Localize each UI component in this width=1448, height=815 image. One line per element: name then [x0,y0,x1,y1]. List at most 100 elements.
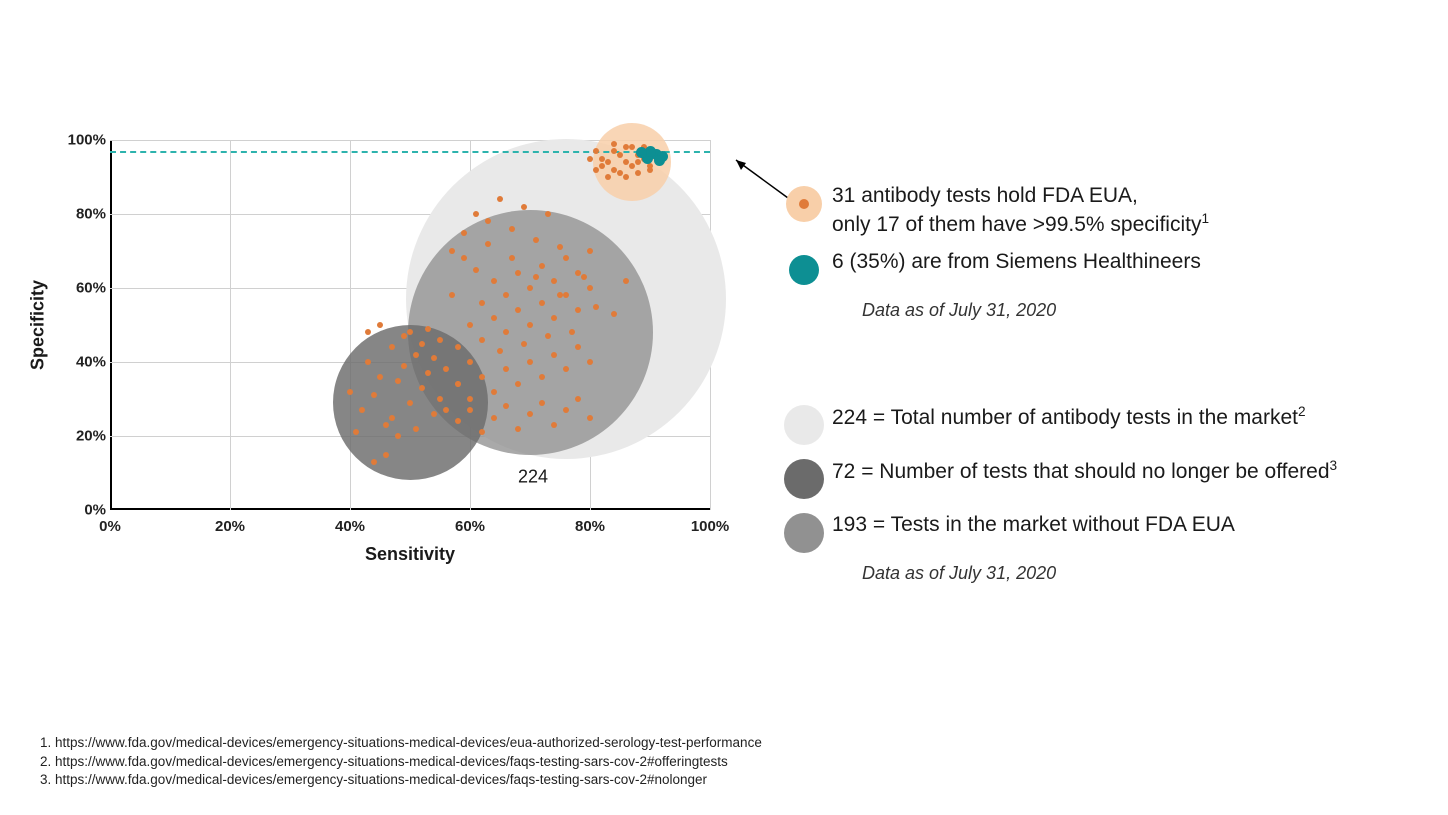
legend-row-total-market: 224 = Total number of antibody tests in … [780,401,1400,449]
scatter-dot [623,174,629,180]
plot: 0%20%40%60%80%100%0%20%40%60%80%100%Sens… [110,140,710,510]
legend-text: 224 = Total number of antibody tests in … [832,401,1306,432]
scatter-dot [491,415,497,421]
scatter-dot [605,174,611,180]
scatter-dot [551,422,557,428]
scatter-dot [581,274,587,280]
x-tick-label: 80% [575,518,605,535]
scatter-dot [413,352,419,358]
scatter-dot [389,415,395,421]
scatter-dot [479,374,485,380]
legend-text: 193 = Tests in the market without FDA EU… [832,509,1235,539]
scatter-dot [383,452,389,458]
legend-swatch [780,509,828,557]
scatter-dot [467,322,473,328]
scatter-dot [491,389,497,395]
x-tick-label: 100% [691,518,729,535]
y-tick-label: 80% [66,206,106,223]
scatter-dot [437,396,443,402]
scatter-dot [629,163,635,169]
legend-row-eua-tests: 31 antibody tests hold FDA EUA,only 17 o… [780,180,1400,240]
bubble-count-label: 224 [518,466,548,487]
scatter-dot [395,378,401,384]
scatter-dot [383,422,389,428]
footnote-2: 2. https://www.fda.gov/medical-devices/e… [40,753,762,771]
scatter-dot [587,415,593,421]
scatter-dot [521,204,527,210]
scatter-dot [611,311,617,317]
y-tick-label: 100% [66,132,106,149]
scatter-dot [461,230,467,236]
legend-swatch [780,180,828,228]
scatter-dot [473,211,479,217]
scatter-dot [617,152,623,158]
scatter-dot [377,374,383,380]
scatter-dot [636,147,647,158]
scatter-dot [395,433,401,439]
scatter-dot [587,285,593,291]
scatter-dot [491,278,497,284]
scatter-dot [527,285,533,291]
scatter-dot [599,163,605,169]
scatter-dot [611,141,617,147]
x-tick-label: 40% [335,518,365,535]
legend-text: 72 = Number of tests that should no long… [832,455,1337,486]
scatter-dot [647,167,653,173]
scatter-dot [467,359,473,365]
x-axis-line [110,508,710,510]
scatter-dot [431,411,437,417]
legend-note-1: Data as of July 31, 2020 [862,300,1400,321]
scatter-dot [551,315,557,321]
y-axis-label: Specificity [28,280,49,370]
footnote-1: 1. https://www.fda.gov/medical-devices/e… [40,734,762,752]
scatter-dot [401,363,407,369]
x-tick-label: 0% [99,518,121,535]
scatter-dot [545,211,551,217]
x-tick-label: 20% [215,518,245,535]
legend-row-siemens: 6 (35%) are from Siemens Healthineers [780,246,1400,294]
scatter-dot [413,426,419,432]
scatter-dot [533,274,539,280]
legend: 31 antibody tests hold FDA EUA,only 17 o… [780,180,1400,608]
scatter-dot [449,248,455,254]
gridline-v [350,140,351,510]
scatter-dot [473,267,479,273]
scatter-dot [527,322,533,328]
scatter-dot [593,304,599,310]
scatter-dot [407,400,413,406]
legend-note-2: Data as of July 31, 2020 [862,563,1400,584]
y-tick-label: 0% [66,502,106,519]
scatter-dot [365,359,371,365]
scatter-dot [623,278,629,284]
footnotes: 1. https://www.fda.gov/medical-devices/e… [40,734,762,789]
scatter-dot [467,396,473,402]
legend-row-no-eua: 193 = Tests in the market without FDA EU… [780,509,1400,557]
scatter-dot [497,348,503,354]
y-tick-label: 40% [66,354,106,371]
scatter-dot [425,326,431,332]
scatter-dot [419,341,425,347]
scatter-dot [515,426,521,432]
scatter-dot [485,241,491,247]
scatter-dot [539,400,545,406]
page-root: { "chart": { "type": "scatter-bubble", "… [0,0,1448,815]
scatter-dot [527,359,533,365]
scatter-dot [654,155,665,166]
scatter-dot [539,374,545,380]
x-tick-label: 60% [455,518,485,535]
scatter-dot [479,300,485,306]
scatter-dot [539,263,545,269]
y-axis-line [110,140,112,510]
legend-text: 31 antibody tests hold FDA EUA,only 17 o… [832,180,1209,240]
scatter-dot [587,359,593,365]
scatter-dot [551,278,557,284]
scatter-dot [509,226,515,232]
scatter-dot [533,237,539,243]
scatter-dot [365,329,371,335]
footnote-3: 3. https://www.fda.gov/medical-devices/e… [40,771,762,789]
chart-area: 0%20%40%60%80%100%0%20%40%60%80%100%Sens… [70,140,730,560]
scatter-dot [551,352,557,358]
scatter-dot [593,167,599,173]
scatter-dot [347,389,353,395]
scatter-dot [587,156,593,162]
